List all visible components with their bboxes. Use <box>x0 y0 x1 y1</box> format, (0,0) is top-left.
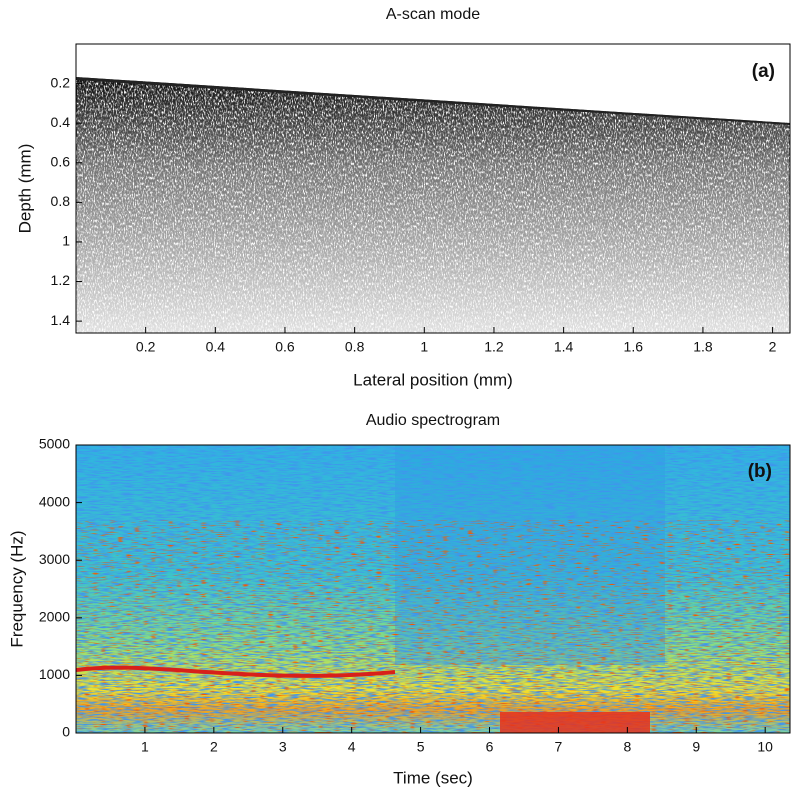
y-tick-label: 0.8 <box>51 193 71 209</box>
x-tick-label: 1.8 <box>693 339 713 355</box>
x-tick-label: 1 <box>420 339 428 355</box>
x-tick-label: 4 <box>348 739 356 755</box>
spectrogram-image <box>76 445 790 733</box>
x-tick-label: 0.6 <box>275 339 295 355</box>
x-tick-label: 2 <box>769 339 777 355</box>
y-tick-label: 0.6 <box>51 153 71 169</box>
y-axis-label: Frequency (Hz) <box>7 530 26 647</box>
x-tick-label: 0.4 <box>206 339 226 355</box>
x-axis-label: Lateral position (mm) <box>353 370 513 389</box>
y-tick-label: 1000 <box>39 666 70 682</box>
chart-title: A-scan mode <box>386 6 480 23</box>
x-tick-label: 3 <box>279 739 287 755</box>
y-tick-label: 1 <box>62 233 70 249</box>
y-tick-label: 0 <box>62 724 70 740</box>
y-tick-label: 1.2 <box>51 272 71 288</box>
plot-frame <box>75 444 791 734</box>
x-tick-label: 0.2 <box>136 339 156 355</box>
panel-label: (a) <box>752 61 775 82</box>
panel-label: (b) <box>748 461 772 482</box>
plot-frame <box>75 43 791 334</box>
y-tick-label: 5000 <box>39 436 70 452</box>
x-tick-label: 2 <box>210 739 218 755</box>
y-tick-label: 3000 <box>39 551 70 567</box>
x-tick-label: 10 <box>757 739 773 755</box>
x-tick-label: 7 <box>555 739 563 755</box>
y-tick-label: 4000 <box>39 493 70 509</box>
oct-image <box>76 44 790 333</box>
x-tick-label: 8 <box>623 739 631 755</box>
x-tick-label: 6 <box>486 739 494 755</box>
chart-title: Audio spectrogram <box>366 412 500 429</box>
x-tick-label: 1 <box>141 739 149 755</box>
axes: 0.2 0.4 0.6 0.8 1 1.2 1.4 1.6 1.8 2 0.2 0.4 0.6 0.8 1 1… <box>7 6 791 787</box>
y-tick-label: 0.4 <box>51 114 71 130</box>
x-tick-label: 1.2 <box>484 339 504 355</box>
y-tick-label: 0.2 <box>51 74 71 90</box>
y-tick-label: 2000 <box>39 609 70 625</box>
x-tick-label: 1.6 <box>624 339 644 355</box>
x-tick-label: 1.4 <box>554 339 574 355</box>
y-axis-label: Depth (mm) <box>15 144 34 234</box>
x-tick-label: 5 <box>417 739 425 755</box>
x-tick-label: 0.8 <box>345 339 365 355</box>
x-tick-label: 9 <box>692 739 700 755</box>
y-tick-label: 1.4 <box>51 312 71 328</box>
x-axis-label: Time (sec) <box>393 768 473 787</box>
